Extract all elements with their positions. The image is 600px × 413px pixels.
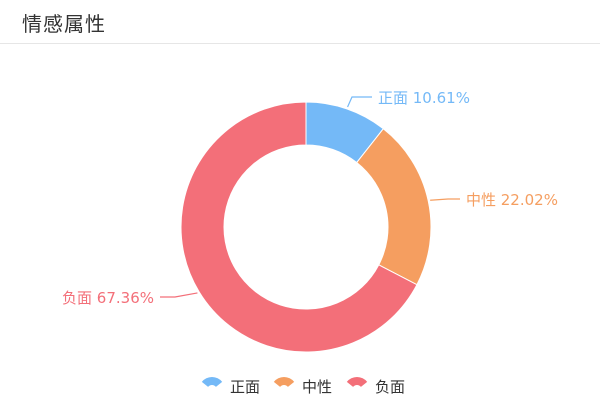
slice-1-label: 正面 10.61%: [378, 89, 470, 107]
legend-label: 中性: [302, 378, 332, 396]
slice-labels: 正面 10.61% 中性 22.02% 负面 67.36%: [62, 89, 558, 307]
legend-item-3[interactable]: 负面: [346, 376, 405, 396]
slice-3-label: 负面 67.36%: [62, 289, 154, 307]
slice-1-leader-line: [347, 96, 372, 108]
legend-item-1[interactable]: 正面: [201, 377, 260, 396]
slice-2-leader-line: [430, 198, 460, 201]
legend-marker-icon: [201, 377, 223, 387]
slice-2-arc[interactable]: [356, 128, 432, 286]
legend-item-2[interactable]: 中性: [273, 377, 332, 396]
slice-3-leader-line: [160, 292, 198, 298]
slice-2-label: 中性 22.02%: [466, 191, 558, 209]
panel-title: 情感属性: [22, 12, 106, 36]
legend-marker-icon: [346, 376, 368, 387]
chart-legend: 正面 中性 负面: [201, 376, 405, 396]
panel-header: 情感属性: [0, 0, 600, 44]
donut-slices: [180, 101, 432, 353]
slice-3-arc[interactable]: [180, 101, 418, 353]
legend-label: 负面: [375, 378, 405, 396]
legend-marker-icon: [273, 377, 295, 387]
legend-label: 正面: [230, 378, 260, 396]
label-leader-lines: [160, 96, 460, 298]
